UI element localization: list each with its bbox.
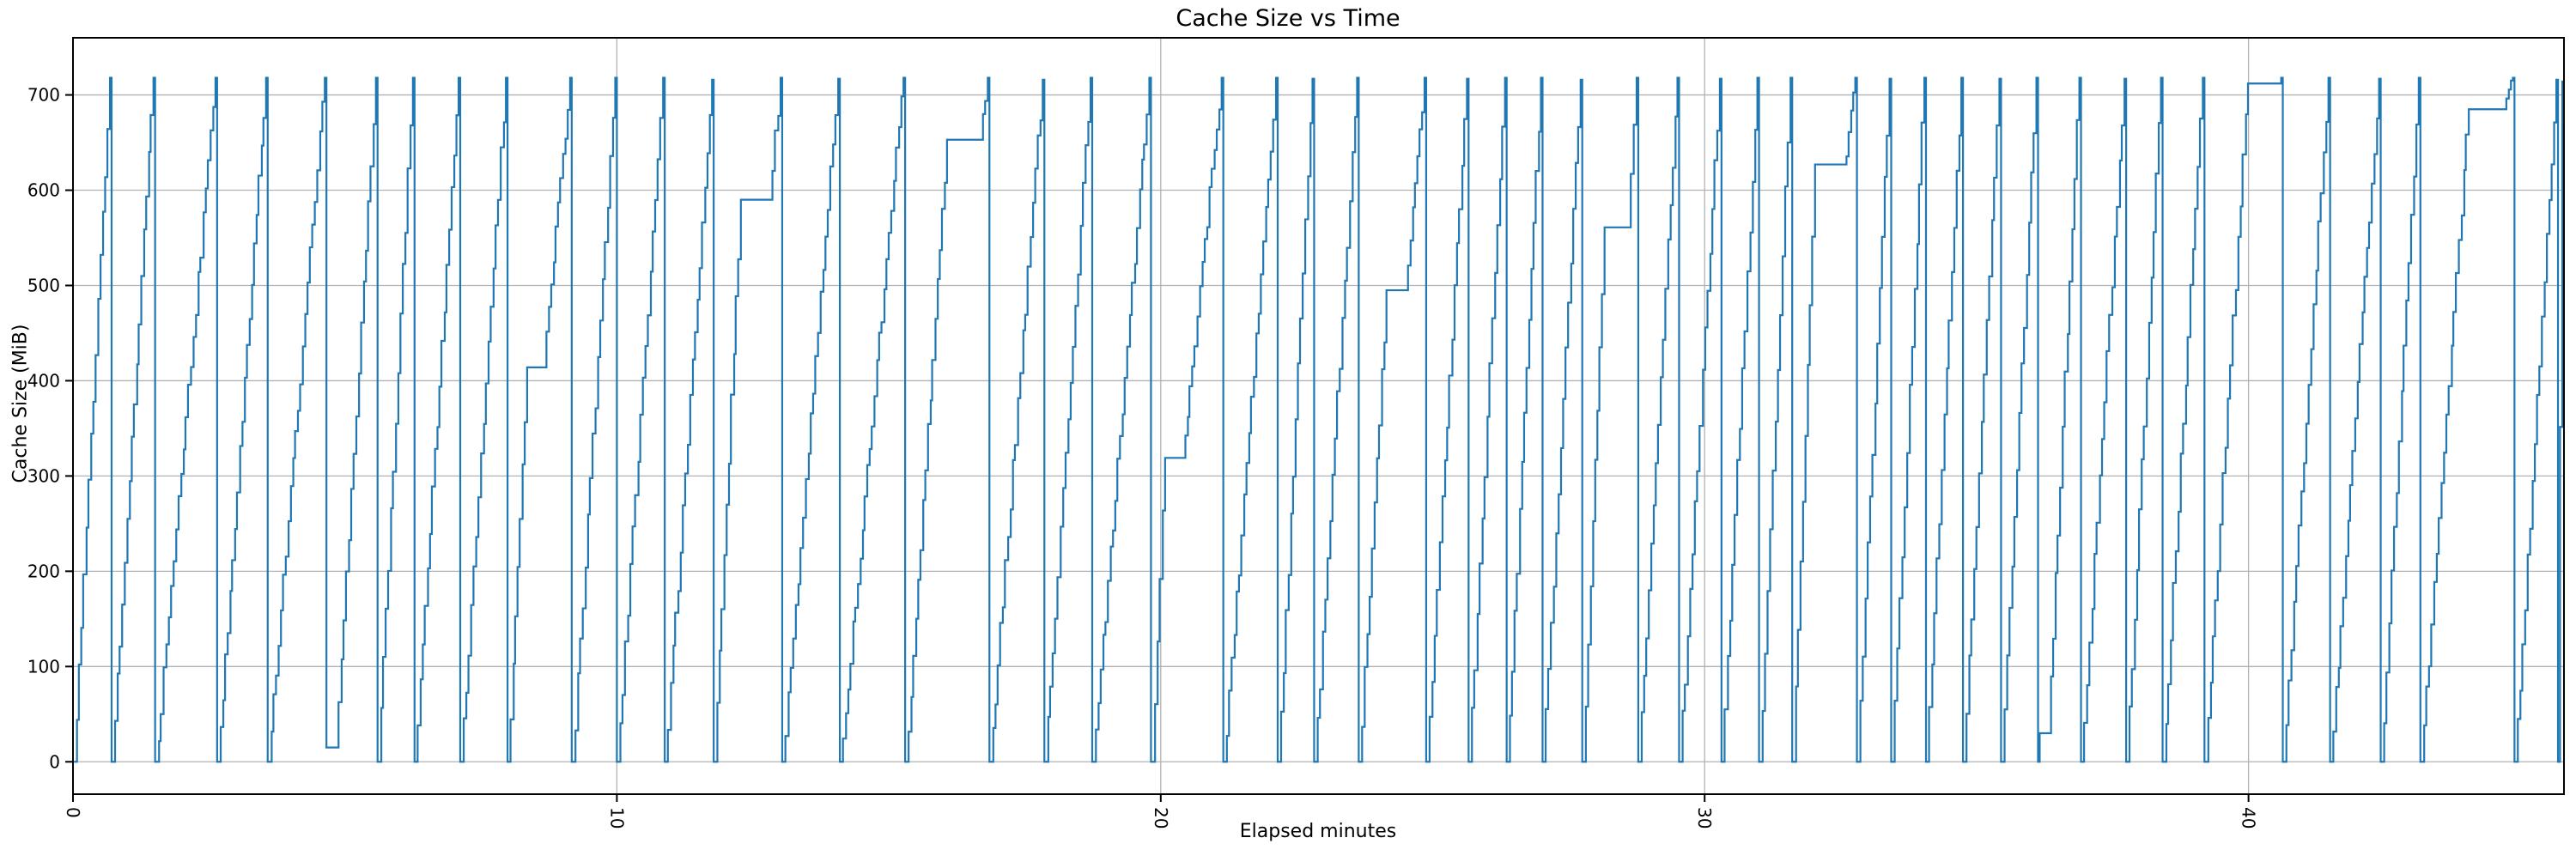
x-tick-label-40: 40	[2239, 807, 2259, 829]
y-tick-label-700: 700	[27, 85, 60, 106]
x-tick-label-group-40: 40	[2239, 807, 2259, 829]
axes-spines	[72, 37, 2565, 795]
x-tick-label-10: 10	[606, 807, 627, 829]
y-tick-label-500: 500	[27, 275, 60, 295]
x-tick-label-group-30: 30	[1694, 807, 1715, 829]
chart-title: Cache Size vs Time	[1176, 5, 1400, 32]
x-tick-label-group-20: 20	[1151, 807, 1171, 829]
y-tick-label-0: 0	[49, 751, 60, 772]
x-tick-label-20: 20	[1151, 807, 1171, 829]
x-tick-label-30: 30	[1694, 807, 1715, 829]
tick-marks	[65, 94, 2250, 802]
x-tick-label-group-0: 0	[63, 807, 83, 818]
x-axis-label: Elapsed minutes	[1240, 821, 1396, 842]
y-axis-label: Cache Size (MiB)	[10, 325, 32, 483]
y-tick-label-600: 600	[27, 180, 60, 201]
y-tick-label-400: 400	[27, 370, 60, 391]
cache-size-line-series	[74, 76, 2564, 763]
y-tick-label-100: 100	[27, 656, 60, 677]
y-tick-label-200: 200	[27, 561, 60, 581]
data-series-layer	[74, 76, 2564, 763]
y-tick-label-300: 300	[27, 465, 60, 486]
x-tick-label-group-10: 10	[606, 807, 627, 829]
gridlines	[72, 38, 2564, 794]
x-tick-label-0: 0	[63, 807, 83, 818]
tick-labels: 0 100 200 300 400 500 600 700 0 10 20 30 40	[27, 85, 2259, 829]
